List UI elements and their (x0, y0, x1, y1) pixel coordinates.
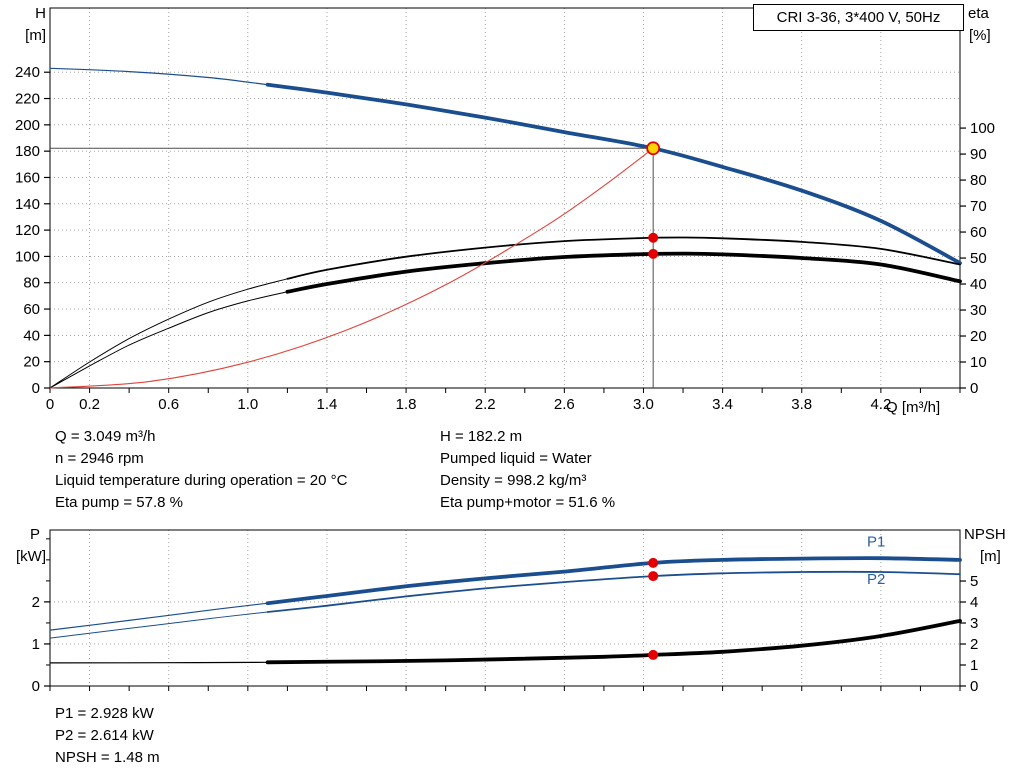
x-tick-label: 1.8 (396, 396, 417, 413)
eta-pump-curve-thin (49, 278, 288, 389)
p2-curve-thin (49, 611, 268, 639)
info-eta-pump: Eta pump = 57.8 % (55, 494, 183, 511)
left-tick-label: 100 (15, 248, 40, 265)
left-tick-label: 20 (23, 354, 40, 371)
eta-axis-label: eta (968, 5, 989, 22)
duty-marker-dot (648, 248, 659, 259)
right-tick-label: 30 (970, 302, 987, 319)
x-tick-label: 0.2 (79, 396, 100, 413)
x-tick-label: 0.6 (158, 396, 179, 413)
npsh-axis-unit: [m] (980, 548, 1001, 565)
duty-marker-dot (648, 557, 659, 568)
right-tick-label: 3 (970, 615, 978, 632)
p1-curve (265, 556, 962, 606)
info-density: Density = 998.2 kg/m³ (440, 472, 587, 489)
left-tick-label: 220 (15, 91, 40, 108)
left-tick-label: 200 (15, 117, 40, 134)
h-axis-label: H (35, 5, 46, 22)
info-temperature: Liquid temperature during operation = 20… (55, 472, 348, 489)
head-curve-thin (49, 67, 268, 86)
right-tick-label: 5 (970, 573, 978, 590)
duty-point-marker[interactable] (646, 141, 661, 156)
left-tick-label: 80 (23, 275, 40, 292)
left-tick-label: 1 (32, 636, 40, 653)
npsh-curve-thin (49, 661, 268, 664)
p1-curve-thin (49, 602, 268, 631)
x-tick-label: 1.0 (237, 396, 258, 413)
system-curve (49, 147, 654, 389)
right-tick-label: 60 (970, 224, 987, 241)
eta-pump-motor-curve-thin (49, 291, 288, 389)
right-tick-label: 20 (970, 328, 987, 345)
right-tick-label: 90 (970, 146, 987, 163)
info-head: H = 182.2 m (440, 428, 523, 445)
duty-marker-dot (648, 649, 659, 660)
left-tick-label: 180 (15, 143, 40, 160)
x-tick-label: 2.2 (475, 396, 496, 413)
info-speed: n = 2946 rpm (55, 450, 144, 467)
right-tick-label: 50 (970, 250, 987, 267)
x-tick-label: 0 (46, 396, 54, 413)
info-flow: Q = 3.049 m³/h (55, 428, 156, 445)
left-tick-label: 160 (15, 169, 40, 186)
power-npsh-chart: 0 1 2 0 1 2 3 4 5 P1 P2 (32, 529, 978, 695)
h-axis-unit: [m] (25, 27, 46, 44)
result-p1: P1 = 2.928 kW (55, 705, 154, 722)
x-tick-label: 2.6 (554, 396, 575, 413)
power-npsh-chart-ticks: 0 1 2 0 1 2 3 4 5 (32, 538, 978, 695)
hq-eta-chart-ticks: 0 0.2 0.6 1.0 1.4 1.8 2.2 2.6 3.0 3.4 3.8 4.2 0 20 40 6… (15, 64, 995, 413)
left-tick-label: 60 (23, 301, 40, 318)
duty-marker-dot (648, 232, 659, 243)
right-tick-label: 0 (970, 678, 978, 695)
right-tick-label: 10 (970, 354, 987, 371)
info-eta-total: Eta pump+motor = 51.6 % (440, 494, 616, 511)
right-tick-label: 0 (970, 380, 978, 397)
result-npsh: NPSH = 1.48 m (55, 749, 160, 766)
left-tick-label: 240 (15, 64, 40, 81)
q-axis-label: Q [m³/h] (886, 399, 941, 416)
left-tick-label: 0 (32, 380, 40, 397)
duty-marker-dot (648, 571, 659, 582)
npsh-curve (265, 619, 962, 665)
x-tick-label: 4.2 (870, 396, 891, 413)
x-tick-label: 3.8 (791, 396, 812, 413)
right-tick-label: 4 (970, 594, 978, 611)
head-curve (265, 82, 962, 265)
legend-label-p2: P2 (867, 571, 885, 588)
hq-eta-chart-grid (50, 8, 960, 388)
npsh-axis-label: NPSH (964, 526, 1006, 543)
left-tick-label: 40 (23, 327, 40, 344)
left-tick-label: 0 (32, 678, 40, 695)
right-tick-label: 80 (970, 172, 987, 189)
p-axis-unit: [kW] (16, 548, 46, 565)
legend-label-p1: P1 (867, 533, 885, 550)
right-tick-label: 100 (970, 120, 995, 137)
x-tick-label: 1.4 (317, 396, 338, 413)
x-tick-label: 3.4 (712, 396, 733, 413)
p2-curve (266, 570, 961, 613)
right-tick-label: 2 (970, 636, 978, 653)
info-liquid: Pumped liquid = Water (440, 450, 592, 467)
pump-title-box: CRI 3-36, 3*400 V, 50Hz (753, 4, 964, 31)
power-npsh-chart-frame (49, 529, 961, 687)
result-p2: P2 = 2.614 kW (55, 727, 154, 744)
eta-axis-unit: [%] (969, 27, 991, 44)
hq-eta-chart: 0 0.2 0.6 1.0 1.4 1.8 2.2 2.6 3.0 3.4 3.8 4.2 0 20 40 6… (15, 7, 995, 413)
right-tick-label: 1 (970, 657, 978, 674)
left-tick-label: 140 (15, 196, 40, 213)
p-axis-label: P (29, 526, 40, 543)
left-tick-label: 120 (15, 222, 40, 239)
left-tick-label: 2 (32, 594, 40, 611)
right-tick-label: 40 (970, 276, 987, 293)
hq-eta-chart-frame (49, 7, 961, 389)
eta-pump-motor-curve (285, 251, 962, 294)
eta-pump-curve (286, 236, 961, 280)
right-tick-label: 70 (970, 198, 987, 215)
x-tick-label: 3.0 (633, 396, 654, 413)
